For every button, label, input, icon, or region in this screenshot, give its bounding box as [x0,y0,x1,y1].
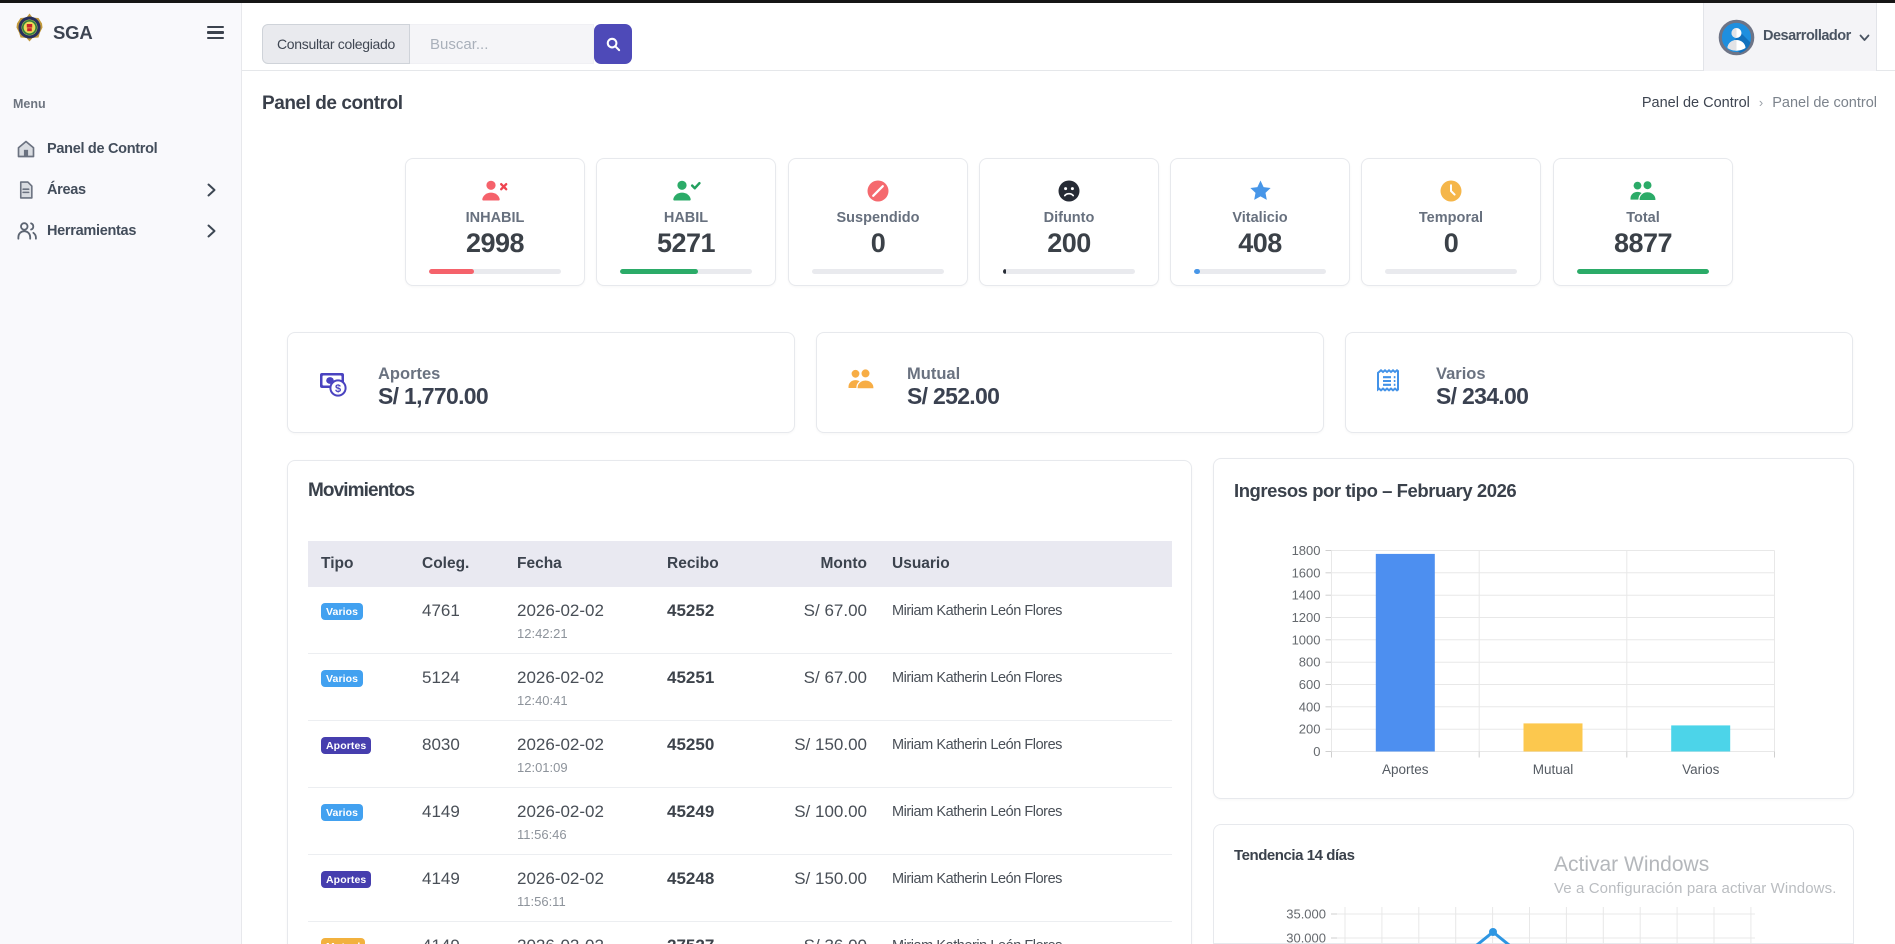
svg-text:Aportes: Aportes [1382,762,1429,777]
svg-text:$: $ [335,383,341,395]
svg-text:0: 0 [1313,744,1320,759]
svg-text:30.000: 30.000 [1286,931,1326,944]
svg-text:1000: 1000 [1292,632,1321,647]
svg-text:1600: 1600 [1292,565,1321,580]
svg-text:600: 600 [1299,677,1321,692]
svg-text:Mutual: Mutual [1533,762,1574,777]
svg-text:1200: 1200 [1292,610,1321,625]
svg-text:1800: 1800 [1292,543,1321,558]
svg-text:Varios: Varios [1682,762,1720,777]
svg-text:1400: 1400 [1292,588,1321,603]
svg-text:800: 800 [1299,655,1321,670]
svg-text:400: 400 [1299,699,1321,714]
svg-text:35.000: 35.000 [1286,907,1326,922]
svg-text:200: 200 [1299,722,1321,737]
